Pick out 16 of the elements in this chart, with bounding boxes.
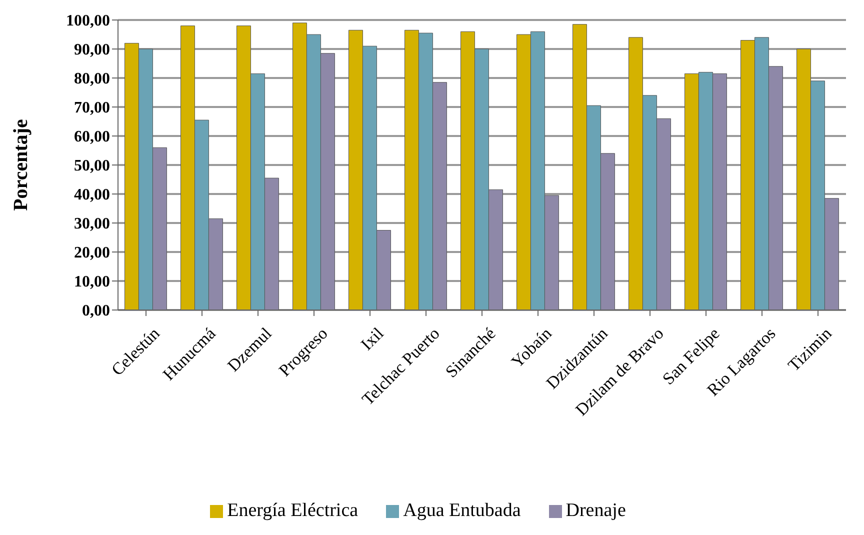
y-tick-label: 50,00 [74,158,110,175]
x-tick-label: Ixil [357,324,388,354]
y-tick-label: 0,00 [82,302,110,320]
y-tick-label: 30,00 [74,216,110,233]
y-tick-label: 40,00 [74,186,110,204]
y-tick-label: 100,00 [66,12,110,30]
y-tick-label: 20,00 [74,244,110,262]
legend-label: Drenaje [566,500,626,521]
y-tick-label: 10,00 [74,274,110,291]
y-tick-label: 90,00 [74,42,110,59]
y-tick-label: 60,00 [74,128,110,146]
legend-label: Energía Eléctrica [227,500,358,521]
y-tick-label: 80,00 [74,70,110,88]
y-tick-label: 70,00 [74,100,110,117]
y-axis-title: Porcentaje [10,118,32,211]
legend-label: Agua Entubada [403,500,521,521]
